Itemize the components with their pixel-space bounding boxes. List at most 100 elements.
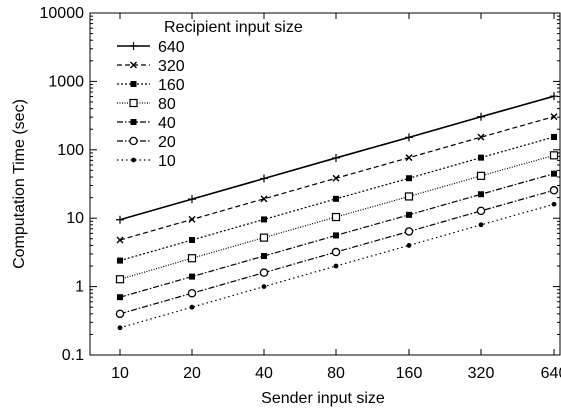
data-point xyxy=(333,195,339,202)
legend: Recipient input size 640 320 160 80 40 20 10 xyxy=(117,19,303,170)
y-tick-label: 0.1 xyxy=(62,347,84,364)
legend-label: 10 xyxy=(158,153,176,170)
data-point xyxy=(549,186,559,195)
data-point xyxy=(116,236,124,244)
series-80 xyxy=(115,151,559,284)
legend-item: 640 xyxy=(117,39,185,56)
data-point xyxy=(333,263,339,269)
data-point xyxy=(405,154,413,162)
data-point xyxy=(477,133,485,141)
x-axis-ticks: 10 20 40 80 160 320 640 xyxy=(111,13,561,382)
data-point xyxy=(115,275,125,284)
series-20 xyxy=(115,186,559,319)
x-axis-title: Sender input size xyxy=(261,390,385,407)
data-point xyxy=(116,215,124,224)
legend-label: 40 xyxy=(158,115,176,132)
legend-item: 10 xyxy=(117,153,176,170)
x-tick-label: 10 xyxy=(111,365,129,382)
x-tick-label: 160 xyxy=(396,365,423,382)
data-point xyxy=(405,133,413,142)
data-point xyxy=(478,154,484,161)
data-point xyxy=(260,195,268,203)
legend-label: 640 xyxy=(158,39,185,56)
data-point xyxy=(259,233,269,242)
data-point xyxy=(187,288,197,298)
data-point xyxy=(189,304,195,310)
legend-item: 320 xyxy=(117,58,185,75)
data-point xyxy=(115,309,125,319)
data-point xyxy=(478,222,484,228)
legend-item: 20 xyxy=(117,134,176,151)
data-point xyxy=(404,192,414,201)
x-tick-label: 20 xyxy=(183,365,201,382)
data-point xyxy=(406,243,412,248)
data-point xyxy=(332,174,340,182)
x-tick-label: 320 xyxy=(468,365,495,382)
y-axis-ticks: 0.1 1 10 100 1000 10000 xyxy=(40,5,560,364)
data-point xyxy=(117,294,123,301)
data-point xyxy=(406,175,412,182)
data-point xyxy=(476,206,486,216)
data-point xyxy=(478,191,484,198)
x-tick-label: 40 xyxy=(255,365,273,382)
x-tick-label: 80 xyxy=(327,365,345,382)
data-point xyxy=(130,61,137,69)
y-tick-label: 1 xyxy=(75,279,84,296)
data-point xyxy=(189,237,195,244)
series-10 xyxy=(117,201,557,331)
data-point xyxy=(187,254,197,263)
data-point xyxy=(117,325,123,331)
data-point xyxy=(261,253,267,260)
data-point xyxy=(551,201,557,207)
data-point xyxy=(550,92,558,101)
data-point xyxy=(129,136,138,146)
data-point xyxy=(551,133,557,140)
data-point xyxy=(129,98,138,108)
data-point xyxy=(551,170,557,177)
data-point xyxy=(406,211,412,218)
y-tick-label: 10 xyxy=(66,210,84,227)
data-point xyxy=(261,284,267,289)
data-point xyxy=(261,216,267,223)
plot-frame xyxy=(89,12,561,356)
legend-label: 80 xyxy=(158,96,176,113)
data-point xyxy=(404,227,414,236)
data-point xyxy=(117,257,123,264)
data-point xyxy=(188,215,196,223)
legend-label: 160 xyxy=(158,77,185,94)
legend-title: Recipient input size xyxy=(164,19,303,36)
series-40 xyxy=(117,170,557,301)
data-point xyxy=(549,151,559,160)
data-point xyxy=(476,171,486,180)
series-640 xyxy=(116,92,558,224)
series-layer xyxy=(115,92,559,331)
data-point xyxy=(130,81,137,87)
data-point xyxy=(550,113,558,121)
legend-item: 160 xyxy=(117,77,185,94)
series-320 xyxy=(116,113,558,244)
y-tick-label: 10000 xyxy=(40,5,85,22)
data-point xyxy=(332,153,340,162)
data-point xyxy=(129,42,138,50)
data-point xyxy=(188,195,196,204)
x-tick-label: 640 xyxy=(541,365,561,382)
data-point xyxy=(260,174,268,183)
legend-label: 20 xyxy=(158,134,176,151)
data-point xyxy=(130,119,137,125)
y-tick-label: 100 xyxy=(57,142,84,159)
legend-item: 80 xyxy=(117,96,176,113)
data-point xyxy=(331,247,341,257)
legend-item: 40 xyxy=(117,115,176,132)
legend-label: 320 xyxy=(158,58,185,75)
y-tick-label: 1000 xyxy=(48,73,84,90)
data-point xyxy=(259,268,269,277)
y-axis-title: Computation Time (sec) xyxy=(11,99,28,269)
data-point xyxy=(333,232,339,239)
data-point xyxy=(131,157,136,163)
data-point xyxy=(477,112,485,121)
series-160 xyxy=(117,133,557,264)
data-point xyxy=(331,212,341,222)
data-point xyxy=(189,273,195,280)
